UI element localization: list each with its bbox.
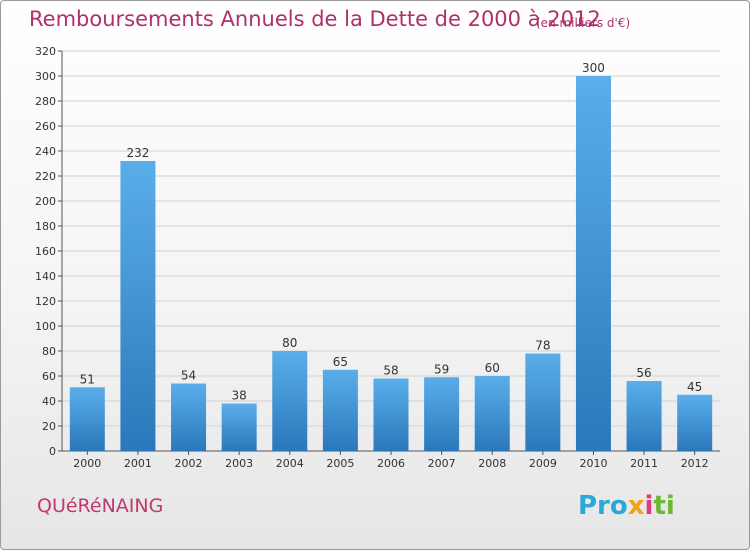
x-tick-label: 2009 (529, 457, 557, 470)
labels: 51 232 54 38 80 65 58 59 60 78 300 56 45 (80, 61, 703, 403)
data-label: 59 (434, 362, 449, 376)
bar (322, 369, 358, 451)
y-tick-label: 280 (35, 95, 56, 108)
y-tick-label: 60 (42, 370, 56, 383)
x-tick-label: 2010 (579, 457, 607, 470)
x-tick-label: 2008 (478, 457, 506, 470)
data-label: 51 (80, 372, 95, 386)
x-tick-label: 2004 (276, 457, 304, 470)
bars (69, 76, 713, 451)
data-label: 300 (582, 61, 605, 75)
y-tick-label: 200 (35, 195, 56, 208)
data-label: 54 (181, 369, 196, 383)
x-tick-label: 2012 (681, 457, 709, 470)
bar (575, 76, 611, 451)
bar (677, 394, 713, 451)
chart-title: Remboursements Annuels de la Dette de 20… (29, 7, 601, 31)
bar (626, 381, 662, 451)
y-tick-label: 160 (35, 245, 56, 258)
y-tick-label: 120 (35, 295, 56, 308)
data-label: 58 (383, 364, 398, 378)
bar (272, 351, 308, 451)
logo-part-4: ti (653, 491, 675, 521)
bar (525, 353, 561, 451)
y-tick-label: 20 (42, 420, 56, 433)
y-tick-label: 260 (35, 120, 56, 133)
y-tick-label: 80 (42, 345, 56, 358)
unit-note: (en milliers d'€) (536, 16, 631, 30)
y-tick-label: 40 (42, 395, 56, 408)
y-tick-label: 300 (35, 70, 56, 83)
x-tick-label: 2003 (225, 457, 253, 470)
bar (171, 383, 207, 451)
bar (424, 377, 460, 451)
x-tick-label: 2007 (428, 457, 456, 470)
data-label: 38 (232, 389, 247, 403)
data-label: 232 (126, 146, 149, 160)
bar (120, 161, 156, 451)
town-name: QUéRéNAING (37, 495, 164, 517)
x-tick-label: 2005 (326, 457, 354, 470)
y-tick-label: 140 (35, 270, 56, 283)
data-label: 60 (485, 361, 500, 375)
x-tick-label: 2000 (73, 457, 101, 470)
data-label: 45 (687, 380, 702, 394)
x-tick-label: 2002 (175, 457, 203, 470)
y-tick-label: 0 (49, 445, 56, 458)
y-tick-label: 240 (35, 145, 56, 158)
x-tick-label: 2006 (377, 457, 405, 470)
data-label: 78 (535, 339, 550, 353)
bar (69, 387, 105, 451)
x-tick-label: 2001 (124, 457, 152, 470)
axes: 0 20 40 60 80 100 120 140 160 180 200 220 240 260 280 3… (35, 45, 720, 470)
y-tick-label: 220 (35, 170, 56, 183)
proxiti-logo: Proxiti (578, 491, 675, 521)
y-tick-label: 320 (35, 45, 56, 58)
y-tick-label: 100 (35, 320, 56, 333)
logo-part-3: i (644, 491, 654, 521)
logo-part-2: x (627, 491, 645, 521)
y-tick-label: 180 (35, 220, 56, 233)
logo-part-1: Pro (578, 491, 628, 521)
bar (474, 376, 510, 451)
bar (373, 378, 409, 451)
data-label: 56 (636, 366, 651, 380)
data-label: 65 (333, 355, 348, 369)
bar (221, 403, 257, 451)
x-tick-label: 2011 (630, 457, 658, 470)
data-label: 80 (282, 336, 297, 350)
